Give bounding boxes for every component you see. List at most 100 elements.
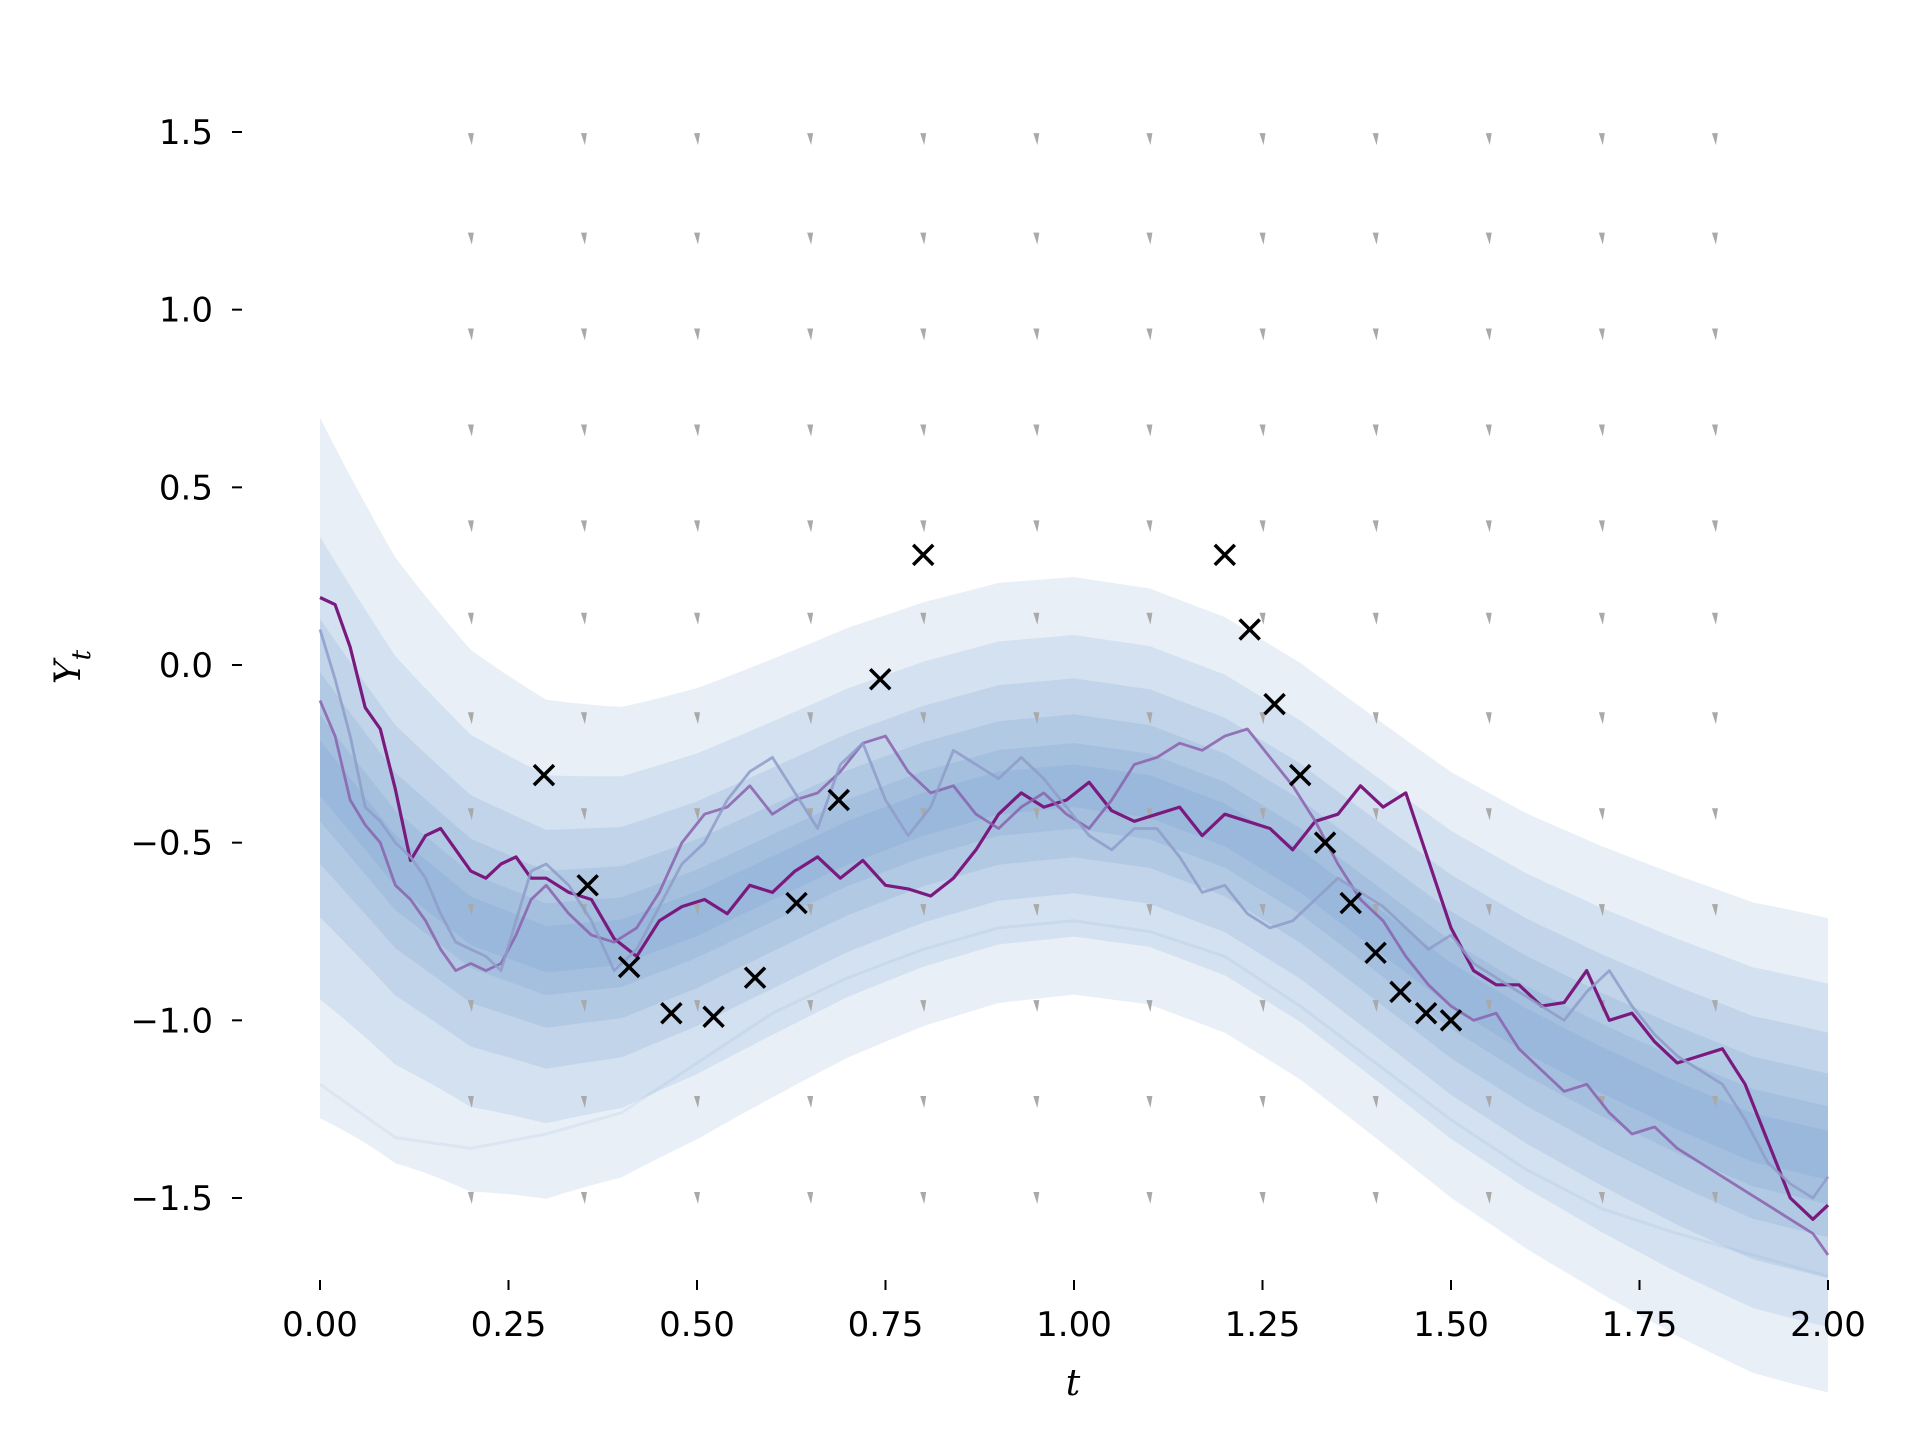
vector-arrow [920, 424, 926, 436]
vector-arrow [1712, 233, 1718, 245]
y-axis: 1.51.00.50.0−0.5−1.0−1.5 [130, 113, 242, 1219]
vector-arrow [807, 613, 813, 625]
vector-arrow [1033, 233, 1039, 245]
vector-arrow [807, 329, 813, 341]
vector-arrow [468, 329, 474, 341]
vector-arrow [1373, 1192, 1379, 1204]
x-axis-label: t [1066, 1363, 1081, 1404]
vector-arrow [1712, 329, 1718, 341]
vector-arrow [694, 613, 700, 625]
vector-arrow [468, 520, 474, 532]
vector-arrow [468, 1192, 474, 1204]
x-tick-label: 0.75 [848, 1305, 924, 1345]
vector-arrow [1599, 233, 1605, 245]
vector-arrow [581, 233, 587, 245]
vector-arrow [1146, 329, 1152, 341]
vector-arrow [1146, 1096, 1152, 1108]
vector-arrow [1599, 133, 1605, 145]
vector-arrow [694, 233, 700, 245]
vector-arrow [581, 520, 587, 532]
vector-arrow [1033, 1000, 1039, 1012]
vector-arrow [1486, 233, 1492, 245]
vector-arrow [1260, 613, 1266, 625]
vector-arrow [1486, 613, 1492, 625]
vector-arrow [1033, 1096, 1039, 1108]
vector-arrow [1260, 233, 1266, 245]
vector-arrow [694, 329, 700, 341]
vector-arrow [1599, 424, 1605, 436]
vector-arrow [694, 133, 700, 145]
vector-arrow [1260, 133, 1266, 145]
vector-arrow [1712, 133, 1718, 145]
vector-arrow [1260, 424, 1266, 436]
vector-arrow [807, 233, 813, 245]
vector-arrow [1712, 613, 1718, 625]
x-tick-label: 0.00 [282, 1305, 358, 1345]
y-tick-label: 0.0 [159, 646, 213, 686]
vector-arrow [920, 1192, 926, 1204]
vector-arrow [1146, 1000, 1152, 1012]
x-tick-label: 0.25 [471, 1305, 547, 1345]
vector-arrow [468, 613, 474, 625]
vector-arrow [920, 520, 926, 532]
observation-marker [913, 545, 933, 565]
vector-arrow [807, 424, 813, 436]
y-tick-label: −0.5 [130, 824, 213, 864]
vector-arrow [920, 133, 926, 145]
vector-arrow [581, 1192, 587, 1204]
vector-arrow [1373, 424, 1379, 436]
vector-arrow [581, 424, 587, 436]
observation-marker [1215, 545, 1235, 565]
vector-arrow [1712, 520, 1718, 532]
vector-arrow [1260, 1192, 1266, 1204]
y-tick-label: −1.5 [130, 1179, 213, 1219]
vector-arrow [581, 133, 587, 145]
vector-arrow [1486, 133, 1492, 145]
vector-arrow [1712, 424, 1718, 436]
vector-arrow [468, 424, 474, 436]
vector-arrow [1373, 329, 1379, 341]
vector-arrow [1373, 233, 1379, 245]
vector-arrow [694, 520, 700, 532]
x-tick-label: 1.50 [1413, 1305, 1489, 1345]
vector-arrow [1033, 133, 1039, 145]
vector-arrow [807, 520, 813, 532]
vector-arrow [807, 133, 813, 145]
vector-arrow [1486, 520, 1492, 532]
x-tick-label: 1.25 [1225, 1305, 1301, 1345]
vector-arrow [1033, 424, 1039, 436]
vector-arrow [1373, 613, 1379, 625]
vector-arrow [581, 613, 587, 625]
vector-arrow [1599, 712, 1605, 724]
vector-arrow [1599, 613, 1605, 625]
vector-arrow [1486, 424, 1492, 436]
vector-arrow [1146, 1192, 1152, 1204]
vector-arrow [468, 133, 474, 145]
x-tick-label: 1.75 [1602, 1305, 1678, 1345]
y-axis-label: Yt [48, 649, 97, 684]
vector-arrow [920, 233, 926, 245]
vector-arrow [1260, 520, 1266, 532]
vector-arrow [468, 233, 474, 245]
vector-arrow [1146, 133, 1152, 145]
vector-arrow [1033, 520, 1039, 532]
vector-arrow [1373, 133, 1379, 145]
vector-arrow [1712, 712, 1718, 724]
vector-arrow [1146, 233, 1152, 245]
vector-arrow [694, 424, 700, 436]
vector-arrow [1260, 1096, 1266, 1108]
vector-arrow [920, 329, 926, 341]
vector-arrow [694, 1192, 700, 1204]
vector-arrow [1033, 1192, 1039, 1204]
vector-arrow [1599, 520, 1605, 532]
vector-arrow [1599, 329, 1605, 341]
x-tick-label: 0.50 [659, 1305, 735, 1345]
vector-arrow [1599, 808, 1605, 820]
y-axis-label-subscript: t [67, 649, 97, 660]
vector-arrow [1373, 520, 1379, 532]
vector-arrow [1486, 329, 1492, 341]
y-tick-label: 1.0 [159, 291, 213, 331]
vector-arrow [1146, 424, 1152, 436]
vector-arrow [807, 1192, 813, 1204]
vector-arrow [1260, 329, 1266, 341]
